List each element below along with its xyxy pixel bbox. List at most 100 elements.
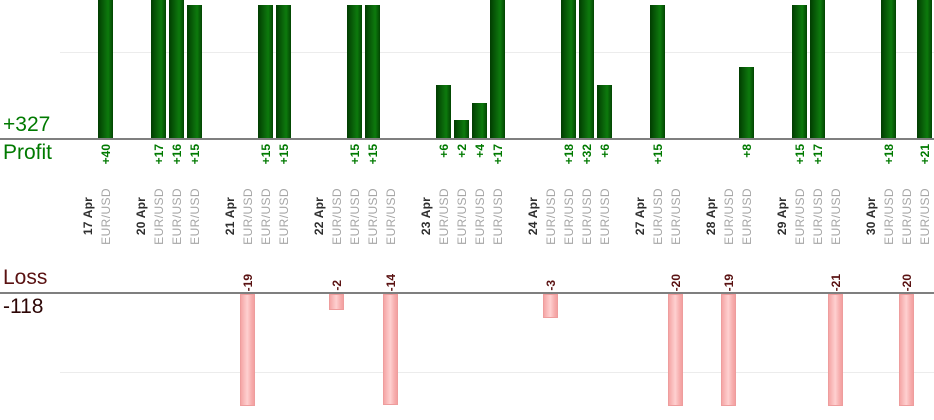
date-label-text: 21 Apr (223, 196, 237, 236)
loss-axis-label: Loss (3, 266, 48, 289)
profit-bar (276, 5, 291, 138)
symbol-label: EUR/USD (560, 184, 578, 248)
profit-value-label: +15 (791, 144, 809, 164)
profit-value-label: +21 (916, 144, 934, 164)
profit-bar (650, 5, 665, 138)
date-label: 23 Apr (417, 184, 435, 248)
profit-bar (187, 5, 202, 138)
loss-value-label: -19 (239, 274, 257, 291)
profit-bar (739, 67, 754, 138)
date-label: 30 Apr (862, 184, 880, 248)
profit-value-text: +15 (651, 144, 665, 165)
symbol-label-text: EUR/USD (473, 187, 487, 245)
date-label: 27 Apr (631, 184, 649, 248)
symbol-label-text: EUR/USD (330, 187, 344, 245)
symbol-label-text: EUR/USD (580, 187, 594, 245)
symbol-label-text: EUR/USD (562, 187, 576, 245)
symbol-label: EUR/USD (364, 184, 382, 248)
symbol-label-text: EUR/USD (259, 187, 273, 245)
symbol-label-text: EUR/USD (188, 187, 202, 245)
loss-value-label: -20 (667, 274, 685, 291)
profit-value-text: +16 (170, 144, 184, 165)
symbol-label-text: EUR/USD (152, 187, 166, 245)
date-label: 20 Apr (132, 184, 150, 248)
profit-bar (98, 0, 113, 138)
profit-value-label: +6 (435, 144, 453, 158)
loss-bar (668, 294, 683, 406)
profit-value-label: +8 (738, 144, 756, 158)
date-label: 21 Apr (221, 184, 239, 248)
profit-bar (436, 85, 451, 138)
symbol-label-text: EUR/USD (455, 187, 469, 245)
symbol-label: EUR/USD (649, 184, 667, 248)
symbol-label-text: EUR/USD (669, 187, 683, 245)
symbol-label: EUR/USD (898, 184, 916, 248)
date-label-text: 24 Apr (526, 196, 540, 236)
loss-bar (543, 294, 558, 318)
symbol-label-text: EUR/USD (437, 187, 451, 245)
profit-value-label: +17 (809, 144, 827, 164)
symbol-label: EUR/USD (346, 184, 364, 248)
symbol-label-text: EUR/USD (793, 187, 807, 245)
loss-value-label: -20 (898, 274, 916, 291)
symbol-label-text: EUR/USD (544, 187, 558, 245)
profit-value-label: +17 (489, 144, 507, 164)
loss-bar (383, 294, 398, 405)
profit-value-label: +15 (275, 144, 293, 164)
profit-value-text: +15 (188, 144, 202, 165)
profit-value-text: +17 (491, 144, 505, 165)
date-label-text: 23 Apr (419, 196, 433, 236)
symbol-label-text: EUR/USD (170, 187, 184, 245)
profit-value-label: +6 (596, 144, 614, 158)
profit-value-text: +17 (811, 144, 825, 165)
profit-value-label: +15 (257, 144, 275, 164)
profit-value-text: +18 (562, 144, 576, 165)
profit-value-text: +17 (152, 144, 166, 165)
symbol-label-text: EUR/USD (598, 187, 612, 245)
profit-value-text: +40 (99, 144, 113, 165)
profit-bar (792, 5, 807, 138)
date-label: 22 Apr (310, 184, 328, 248)
profit-value-text: +6 (437, 144, 451, 158)
symbol-label: EUR/USD (542, 184, 560, 248)
symbol-label: EUR/USD (667, 184, 685, 248)
date-label-text: 20 Apr (134, 196, 148, 236)
profit-bar (810, 0, 825, 138)
symbol-label: EUR/USD (168, 184, 186, 248)
symbol-label: EUR/USD (827, 184, 845, 248)
symbol-label: EUR/USD (791, 184, 809, 248)
loss-baseline (0, 292, 934, 294)
profit-value-text: +15 (348, 144, 362, 165)
symbol-label: EUR/USD (382, 184, 400, 248)
loss-value-text: -19 (241, 273, 255, 291)
symbol-label-text: EUR/USD (882, 187, 896, 245)
profit-bar (347, 5, 362, 138)
profit-total: +327 (3, 113, 51, 136)
profit-bar (365, 5, 380, 138)
profit-value-text: +2 (455, 144, 469, 158)
profit-bar (597, 85, 612, 138)
symbol-label-text: EUR/USD (366, 187, 380, 245)
profit-bar (917, 0, 932, 138)
profit-axis-label: Profit (3, 141, 53, 164)
profit-value-label: +15 (186, 144, 204, 164)
loss-value-text: -14 (384, 273, 398, 291)
loss-bar (329, 294, 344, 310)
loss-bar (899, 294, 914, 406)
loss-value-text: -3 (544, 280, 558, 291)
loss-value-text: -20 (669, 273, 683, 291)
symbol-label: EUR/USD (489, 184, 507, 248)
date-label: 29 Apr (773, 184, 791, 248)
profit-value-label: +4 (471, 144, 489, 158)
symbol-label: EUR/USD (738, 184, 756, 248)
loss-value-label: -21 (827, 274, 845, 291)
symbol-label-text: EUR/USD (900, 187, 914, 245)
profit-bar (472, 103, 487, 138)
profit-bar (561, 0, 576, 138)
profit-bar (151, 0, 166, 138)
symbol-label: EUR/USD (328, 184, 346, 248)
symbol-label-text: EUR/USD (241, 187, 255, 245)
symbol-label-text: EUR/USD (651, 187, 665, 245)
loss-bar (721, 294, 736, 406)
